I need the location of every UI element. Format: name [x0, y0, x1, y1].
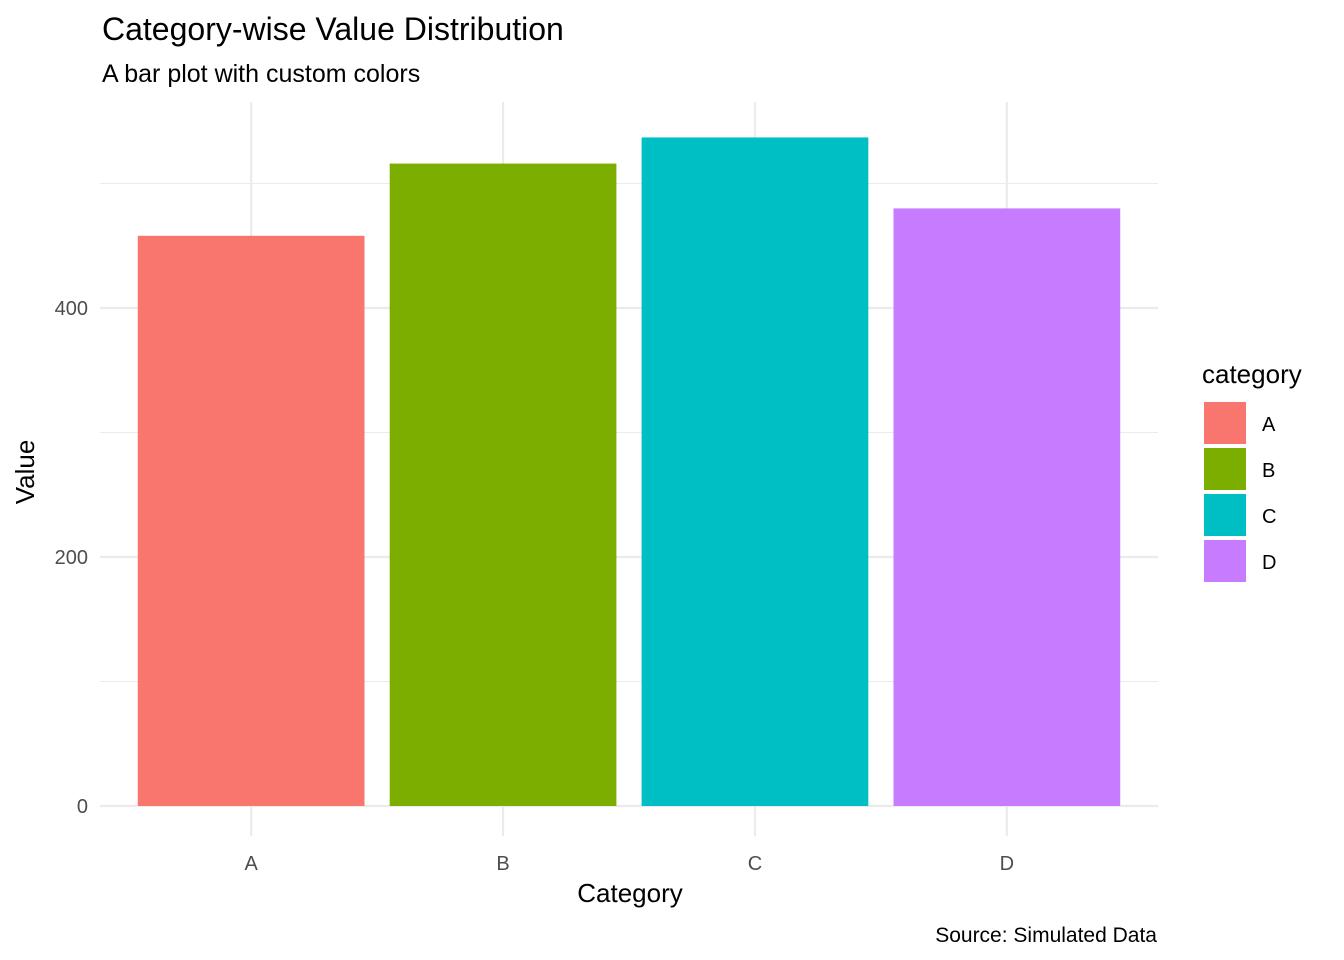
- legend-label-d: D: [1262, 552, 1276, 574]
- legend-title: category: [1202, 359, 1302, 389]
- bar-b: [389, 163, 617, 806]
- legend-label-b: B: [1262, 460, 1275, 482]
- chart-title: Category-wise Value Distribution: [102, 11, 564, 47]
- x-axis-title: Category: [577, 878, 683, 908]
- bar-c: [641, 137, 869, 806]
- x-tick-label: D: [1000, 853, 1014, 875]
- bar-d: [893, 208, 1121, 806]
- y-tick-label: 200: [55, 547, 88, 569]
- legend-items: A B C D: [1204, 402, 1276, 582]
- bars: [137, 137, 1121, 807]
- x-tick-label: A: [244, 853, 258, 875]
- legend-key-b: [1204, 448, 1246, 490]
- y-tick-label: 0: [77, 796, 88, 818]
- x-tick-label: C: [748, 853, 762, 875]
- legend-key-d: [1204, 540, 1246, 582]
- chart-caption: Source: Simulated Data: [935, 924, 1157, 947]
- legend: category A B C D: [1202, 359, 1302, 582]
- legend-key-a: [1204, 402, 1246, 444]
- legend-label-c: C: [1262, 506, 1276, 528]
- legend-label-a: A: [1262, 414, 1276, 436]
- chart-subtitle: A bar plot with custom colors: [102, 60, 420, 88]
- y-axis-ticks: 0 200 400: [55, 298, 88, 818]
- x-tick-label: B: [496, 853, 509, 875]
- y-tick-label: 400: [55, 298, 88, 320]
- legend-key-c: [1204, 494, 1246, 536]
- x-axis-ticks: A B C D: [244, 853, 1014, 875]
- y-axis-title: Value: [10, 440, 40, 505]
- bar-a: [137, 235, 365, 807]
